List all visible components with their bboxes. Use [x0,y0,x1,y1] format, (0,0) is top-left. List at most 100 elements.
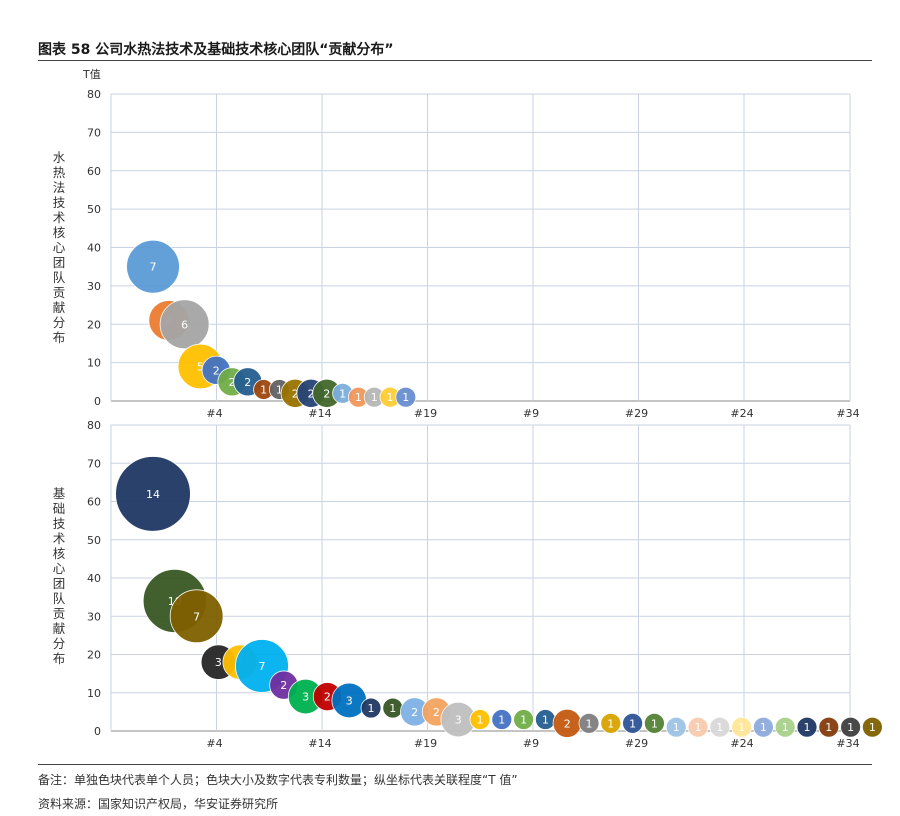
chart2-bubble [513,709,534,730]
chart1-y-tick-label: 60 [87,165,101,178]
chart2-bubble-label: 7 [259,660,266,673]
chart2-bubble-label: 1 [804,721,811,734]
chart1-bubble [395,386,417,408]
chart1-x-tick-label: #4 [206,407,222,420]
chart2-x-tick-label: #4 [206,737,222,750]
footer-rule [38,764,872,765]
chart2-bubble-label: 7 [193,610,200,623]
chart2-bubble [709,716,731,738]
chart1-bubble-label: 1 [371,391,378,404]
chart2-bubble-label: 3 [346,694,353,707]
chart2-bubble-label: 1 [542,714,549,727]
chart2-bubble [600,712,622,734]
chart1-x-tick-label: #19 [414,407,437,420]
chart1-x-tick-label: #14 [308,407,331,420]
chart2-bubble-label: 3 [215,656,222,669]
chart1-y-tick-label: 20 [87,318,101,331]
chart2-bubble-label: 1 [607,717,614,730]
chart1-y-tick-label: 50 [87,203,101,216]
chart1-bubble-label: 1 [355,391,362,404]
chart2-y-tick-label: 10 [87,687,101,700]
chart2-bubble [753,716,774,738]
chart2-bubble [862,716,883,738]
chart2-bubble-label: 1 [389,702,396,715]
chart2-bubble-label: 1 [368,702,375,715]
chart2-bubble-label: 1 [498,714,505,727]
chart2-bubble [469,709,491,730]
chart2-bubble [774,716,796,738]
chart1-y-tick-label: 40 [87,242,101,255]
chart2-bubble-label: 2 [564,717,571,730]
chart2-bubble-label: 2 [280,679,287,692]
chart1-bubble-label: 2 [244,376,251,389]
chart2-bubble [644,712,665,734]
chart1-bubble-label: 2 [308,387,315,400]
chart1-bubble-label: 1 [387,391,394,404]
chart2-bubble [665,716,687,738]
chart2-y-tick-label: 60 [87,496,101,509]
chart2-bubble [731,716,752,738]
chart1-y-tick-label: 0 [94,395,101,408]
chart2-bubble-label: 1 [629,717,636,730]
chart2-y-tick-label: 40 [87,572,101,585]
chart2-x-tick-label: #14 [308,737,331,750]
chart1-bubble-label: 1 [402,391,409,404]
chart2-bubble [491,709,513,730]
chart2-bubble [622,712,643,734]
chart1-bubble [126,239,180,294]
chart1-bubble-label: 1 [276,383,283,396]
chart2-bubble-label: 1 [760,721,767,734]
chart1-bubble-label: 1 [260,383,267,396]
chart2-bubble-label: 3 [455,714,462,727]
chart1-bubble [159,299,210,350]
chart2-x-tick-label: #29 [625,737,648,750]
chart2-bubble [169,589,224,644]
chart1-bubble-label: 1 [339,387,346,400]
chart1-bubble-label: 5 [197,360,204,373]
chart1-bubble-label: 2 [229,376,236,389]
chart2-x-tick-label: #19 [414,737,437,750]
chart2-bubble-label: 1 [738,721,745,734]
chart2-y-tick-label: 20 [87,649,101,662]
chart1-y-tick-label: 30 [87,280,101,293]
figure-title: 图表 58 公司水热法技术及基础技术核心团队“贡献分布” [38,42,394,58]
chart2-bubble-label: 14 [146,488,160,501]
chart2-bubble [687,716,709,738]
chart2-bubble-label: 1 [782,721,789,734]
chart2-bubble [840,716,861,738]
chart2-bubble [796,716,818,738]
chart2-bubble-label: 2 [411,706,418,719]
chart1-x-tick-label: #29 [625,407,648,420]
chart2-y-tick-label: 80 [87,419,101,432]
chart1-bubble-label: 2 [213,364,220,377]
chart2-x-tick-label: #34 [836,737,859,750]
chart2-bubble-label: 1 [673,721,680,734]
chart1-x-tick-label: #34 [836,407,859,420]
chart2-bubble-label: 2 [433,706,440,719]
chart2-bubble-label: 1 [651,717,658,730]
chart2-bubble-label: 1 [695,721,702,734]
chart2-y-tick-label: 30 [87,610,101,623]
chart2-x-tick-label: #24 [730,737,753,750]
chart2-bubble [115,456,191,532]
chart2-y-tick-label: 50 [87,534,101,547]
figure-note: 备注：单独色块代表单个人员；色块大小及数字代表专利数量；纵坐标代表关联程度“T … [38,773,518,787]
chart2-y-axis-title: 基础技术核心团队贡献分布 [52,486,66,666]
chart1-x-tick-label: #9 [523,407,539,420]
chart2-x-tick-label: #9 [523,737,539,750]
chart2-bubble-label: 1 [869,721,876,734]
chart2-bubble-label: 1 [716,721,723,734]
chart2-bubble-label: 1 [847,721,854,734]
figure-source: 资料来源：国家知识产权局，华安证券研究所 [38,797,279,811]
chart1-y-axis-title: 水热法技术核心团队贡献分布 [52,150,66,345]
chart1-bubble-label: 2 [323,387,330,400]
chart1-bubble-label: 2 [292,387,299,400]
chart1-y-tick-label: 10 [87,357,101,370]
chart2-bubble-label: 1 [825,721,832,734]
chart2-bubble [360,697,382,719]
chart2-bubble-label: 1 [586,717,593,730]
chart1-y-tick-label: 70 [87,126,101,139]
chart2-y-tick-label: 0 [94,725,101,738]
chart2-bubble-label: 2 [324,691,331,704]
